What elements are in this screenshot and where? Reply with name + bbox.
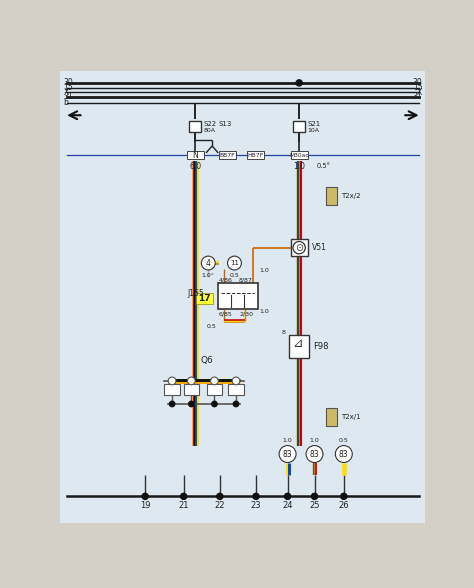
Text: F98: F98 — [313, 342, 328, 350]
Text: 4: 4 — [206, 259, 211, 268]
Text: 1.0°: 1.0° — [202, 273, 215, 278]
Text: 8: 8 — [282, 330, 285, 335]
Bar — [183, 384, 199, 395]
Text: 22: 22 — [215, 501, 225, 510]
Text: 19: 19 — [140, 501, 150, 510]
Circle shape — [253, 493, 259, 499]
Bar — [196, 293, 213, 304]
Text: 0.5: 0.5 — [339, 437, 349, 443]
Text: 83: 83 — [310, 449, 319, 459]
Text: 1.0: 1.0 — [293, 162, 305, 171]
Bar — [164, 384, 180, 395]
Bar — [291, 151, 308, 159]
Circle shape — [296, 80, 302, 86]
Bar — [189, 121, 201, 132]
Circle shape — [181, 493, 187, 499]
Text: 2/30: 2/30 — [239, 312, 253, 316]
Text: 0.5°: 0.5° — [317, 163, 331, 169]
Bar — [293, 121, 305, 132]
Text: 83: 83 — [283, 449, 292, 459]
Text: 1.0: 1.0 — [259, 268, 269, 273]
Text: 30: 30 — [412, 78, 422, 88]
Circle shape — [311, 493, 318, 499]
Text: 17: 17 — [198, 294, 211, 303]
Circle shape — [228, 256, 241, 270]
Circle shape — [293, 242, 305, 254]
Bar — [187, 151, 204, 159]
Text: 80A: 80A — [204, 128, 216, 133]
Text: 1.0: 1.0 — [310, 437, 319, 443]
Circle shape — [232, 377, 240, 385]
Bar — [289, 335, 309, 358]
Text: B87F: B87F — [219, 153, 236, 158]
Bar — [207, 384, 222, 395]
Bar — [326, 408, 337, 426]
Text: b: b — [64, 98, 68, 108]
Text: 15: 15 — [64, 83, 73, 92]
Circle shape — [217, 493, 223, 499]
Bar — [228, 384, 244, 395]
Text: 25: 25 — [309, 501, 320, 510]
Text: N: N — [192, 151, 198, 160]
Circle shape — [279, 446, 296, 463]
Text: S22: S22 — [204, 121, 217, 126]
Text: 1.0: 1.0 — [259, 309, 269, 314]
Text: H87F: H87F — [247, 153, 264, 158]
Text: 83: 83 — [339, 449, 348, 459]
Text: 0.5: 0.5 — [229, 273, 239, 278]
Text: 31: 31 — [413, 92, 422, 101]
Circle shape — [284, 493, 291, 499]
Text: Q6: Q6 — [201, 356, 213, 366]
Text: 31: 31 — [64, 92, 73, 101]
Circle shape — [169, 401, 175, 407]
Text: 1.0: 1.0 — [283, 437, 292, 443]
Text: ⊙: ⊙ — [295, 243, 303, 253]
Circle shape — [233, 401, 239, 407]
Text: T2x/2: T2x/2 — [341, 193, 360, 199]
Text: 30: 30 — [64, 78, 73, 88]
Text: S21: S21 — [308, 121, 321, 126]
Bar — [219, 151, 236, 159]
Bar — [247, 151, 264, 159]
Text: V51: V51 — [311, 243, 326, 252]
Circle shape — [335, 446, 352, 463]
Text: X: X — [417, 88, 422, 96]
Circle shape — [212, 401, 217, 407]
Text: 6.0: 6.0 — [189, 162, 201, 171]
Text: 26: 26 — [338, 501, 349, 510]
Circle shape — [306, 446, 323, 463]
Text: 24: 24 — [283, 501, 293, 510]
Bar — [326, 187, 337, 205]
Circle shape — [210, 377, 219, 385]
Circle shape — [341, 493, 347, 499]
Circle shape — [142, 493, 148, 499]
Bar — [218, 283, 257, 309]
Bar — [291, 239, 308, 256]
Text: 0.5: 0.5 — [206, 324, 216, 329]
Text: J155: J155 — [187, 289, 204, 298]
Text: 23: 23 — [251, 501, 261, 510]
Text: M30ac: M30ac — [290, 153, 309, 158]
Text: 4/86: 4/86 — [219, 278, 233, 282]
Text: ⊿: ⊿ — [292, 337, 303, 350]
Text: S13: S13 — [219, 121, 232, 126]
Text: 6/85: 6/85 — [219, 312, 233, 316]
Text: X: X — [64, 88, 69, 96]
Circle shape — [188, 377, 195, 385]
Text: 11: 11 — [230, 260, 239, 266]
Circle shape — [168, 377, 176, 385]
Circle shape — [201, 256, 215, 270]
Text: 10A: 10A — [308, 128, 319, 133]
Text: 15: 15 — [413, 83, 422, 92]
Text: 8/87: 8/87 — [239, 278, 253, 282]
Text: 21: 21 — [178, 501, 189, 510]
Text: T2x/1: T2x/1 — [341, 414, 360, 420]
Circle shape — [189, 401, 194, 407]
